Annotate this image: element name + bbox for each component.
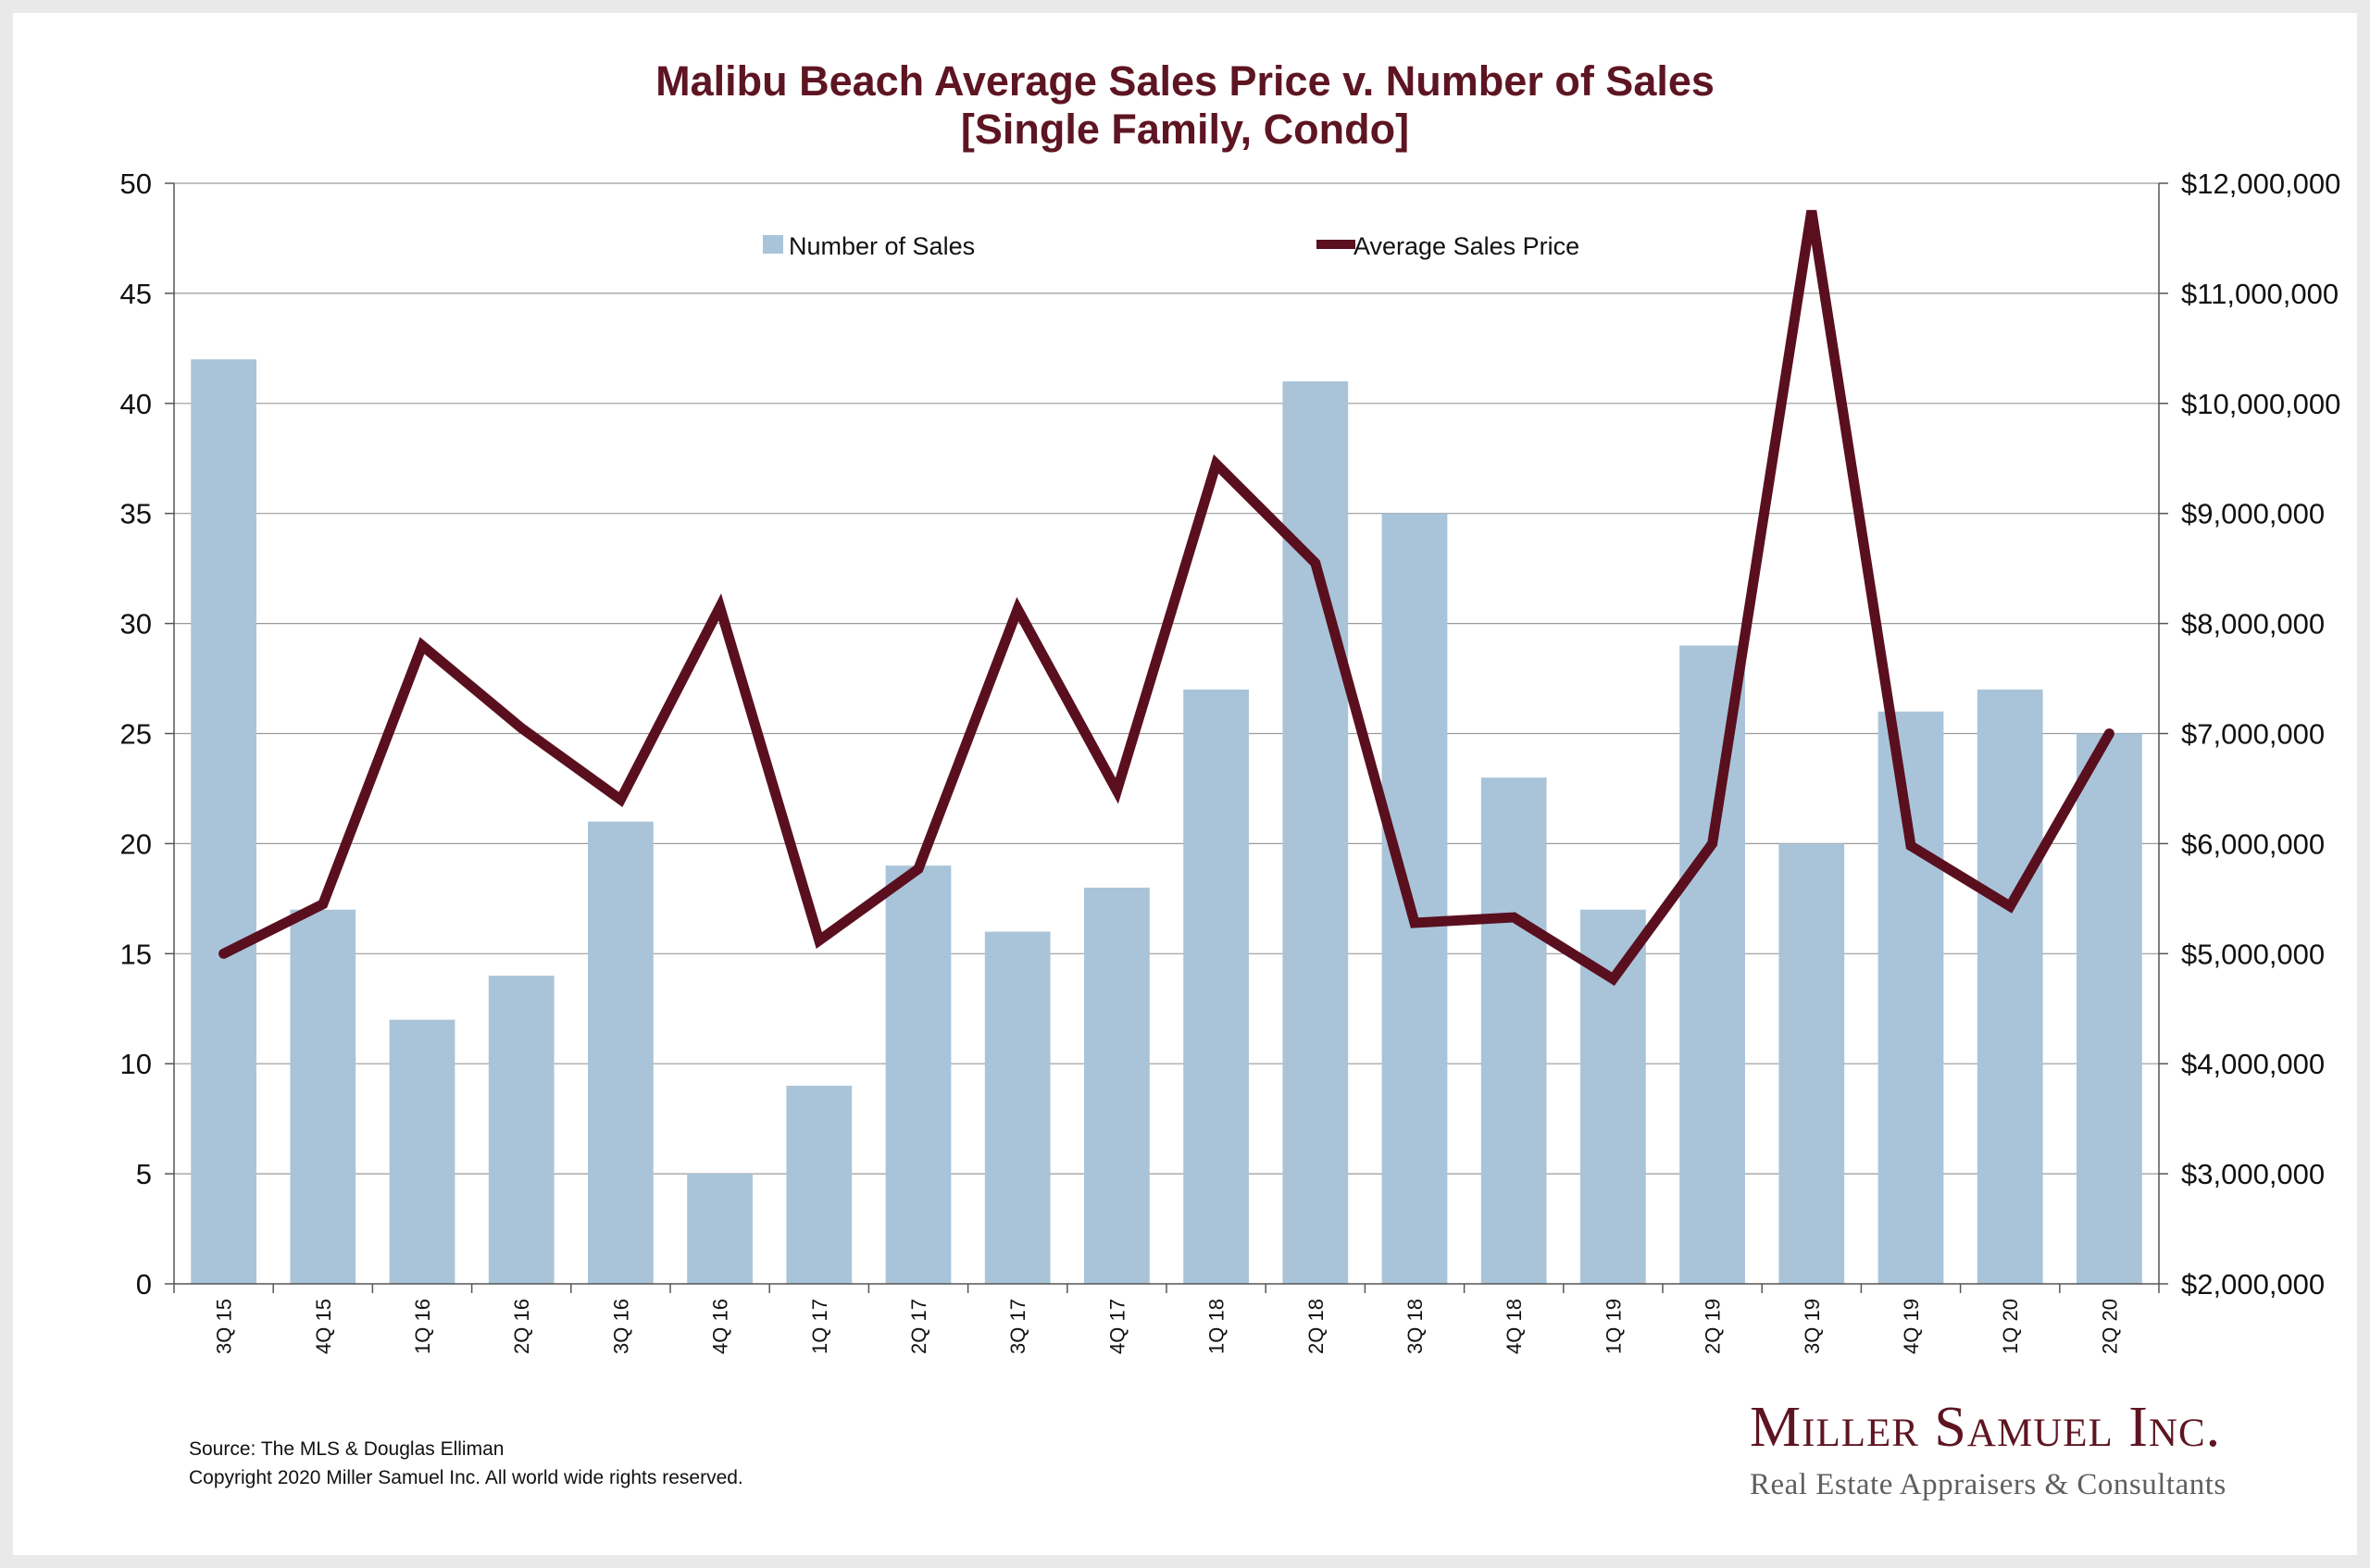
price-point-2q-16 <box>520 727 523 729</box>
company-logo: Miller Samuel Inc. Real Estate Appraiser… <box>1750 1398 2227 1502</box>
logo-tagline: Real Estate Appraisers & Consultants <box>1750 1468 2227 1501</box>
x-axis-tick-label: 3Q 19 <box>1801 1299 1824 1354</box>
bar-3q-17 <box>984 931 1051 1284</box>
bar-2q-19 <box>1679 645 1745 1284</box>
x-axis-tick-label: 2Q 18 <box>1304 1299 1328 1354</box>
price-point-4q-18 <box>1513 916 1516 919</box>
left-axis-tick-label: 30 <box>120 608 152 641</box>
bar-4q-19 <box>1877 711 1944 1284</box>
x-axis-tick-label: 3Q 15 <box>213 1299 236 1354</box>
chart-canvas: 0 5 10 15 20 25 30 35 40 45 50 $2,000,000 $3,000,000… <box>120 168 2341 1354</box>
x-axis-tick-label: 4Q 19 <box>1900 1299 1923 1354</box>
chart-subtitle: [Single Family, Condo] <box>960 106 1410 153</box>
bar-2q-16 <box>488 976 555 1284</box>
x-axis-tick-label: 2Q 20 <box>2098 1299 2121 1354</box>
x-axis-tick-label: 1Q 16 <box>411 1299 434 1354</box>
right-axis-tick-label: $7,000,000 <box>2181 718 2325 751</box>
price-point-4q-16 <box>718 605 721 608</box>
right-axis-tick-label: $8,000,000 <box>2181 608 2325 641</box>
source-text: Source: The MLS & Douglas Elliman <box>189 1438 505 1460</box>
left-axis-tick-label: 25 <box>120 718 152 751</box>
bar-3q-16 <box>588 821 654 1284</box>
price-point-3q-18 <box>1414 922 1416 925</box>
x-axis-tick-label: 1Q 18 <box>1205 1299 1229 1354</box>
price-point-2q-19 <box>1711 842 1714 845</box>
bar-4q-15 <box>290 909 356 1284</box>
right-axis-tick-label: $10,000,000 <box>2181 388 2340 420</box>
legend-label-average-sales-price: Average Sales Price <box>1353 232 1579 260</box>
price-point-1q-18 <box>1215 463 1217 466</box>
right-axis-tick-label: $2,000,000 <box>2181 1268 2325 1300</box>
bar-4q-17 <box>1084 887 1150 1284</box>
left-axis-tick-label: 40 <box>120 388 152 420</box>
x-axis-tick-label: 2Q 16 <box>510 1299 533 1354</box>
bar-3q-18 <box>1381 513 1448 1284</box>
bar-3q-15 <box>191 359 256 1284</box>
right-axis-tick-label: $9,000,000 <box>2181 498 2325 530</box>
x-axis-tick-label: 3Q 16 <box>609 1299 632 1354</box>
price-point-4q-15 <box>321 902 324 905</box>
legend-label-number-of-sales: Number of Sales <box>789 232 975 260</box>
x-axis-tick-label: 4Q 18 <box>1503 1299 1526 1354</box>
bar-1q-16 <box>389 1019 455 1284</box>
source-note: Source: The MLS & Douglas Elliman Copyri… <box>189 1435 743 1492</box>
x-axis-tick-label: 3Q 17 <box>1006 1299 1029 1354</box>
logo-name: Miller Samuel Inc. <box>1750 1396 2222 1459</box>
chart-frame: Malibu Beach Average Sales Price v. Numb… <box>13 13 2357 1555</box>
x-axis-tick-label: 1Q 19 <box>1602 1299 1625 1354</box>
right-axis-tick-label: $12,000,000 <box>2181 168 2340 200</box>
bar-2q-20 <box>2077 733 2142 1284</box>
price-point-3q-15 <box>222 952 225 955</box>
x-axis-tick-label: 1Q 20 <box>1999 1299 2022 1354</box>
bar-4q-18 <box>1480 778 1547 1284</box>
left-axis-tick-label: 50 <box>120 168 152 200</box>
price-point-1q-20 <box>2009 905 2012 908</box>
x-axis-tick-label: 2Q 19 <box>1702 1299 1725 1354</box>
x-axis-tick-label: 4Q 16 <box>709 1299 732 1354</box>
price-point-3q-19 <box>1810 209 1813 212</box>
x-axis-tick-label: 3Q 18 <box>1403 1299 1427 1354</box>
legend-swatch-number-of-sales <box>763 235 783 254</box>
price-point-2q-18 <box>1314 562 1316 565</box>
left-axis-tick-label: 0 <box>136 1268 152 1300</box>
price-point-4q-19 <box>1910 844 1912 847</box>
bar-2q-18 <box>1282 381 1349 1284</box>
right-axis-tick-label: $4,000,000 <box>2181 1048 2325 1080</box>
price-point-3q-17 <box>1017 608 1019 611</box>
price-point-2q-17 <box>917 867 919 870</box>
price-point-3q-16 <box>619 798 622 801</box>
price-point-1q-19 <box>1612 977 1615 980</box>
price-point-1q-16 <box>421 644 423 647</box>
bar-3q-19 <box>1778 843 1845 1284</box>
left-axis-tick-label: 45 <box>120 278 152 310</box>
right-axis-tick-label: $6,000,000 <box>2181 828 2325 860</box>
price-point-1q-17 <box>817 940 820 942</box>
x-axis-tick-label: 2Q 17 <box>907 1299 930 1354</box>
average-sales-price-line <box>218 209 2114 987</box>
x-axis-tick-label: 1Q 17 <box>808 1299 831 1354</box>
bar-1q-18 <box>1183 689 1249 1284</box>
left-axis-tick-label: 10 <box>120 1048 152 1080</box>
chart-title: Malibu Beach Average Sales Price v. Numb… <box>655 57 1715 105</box>
left-axis-tick-label: 15 <box>120 938 152 970</box>
copyright-text: Copyright 2020 Miller Samuel Inc. All wo… <box>189 1467 743 1488</box>
left-axis-tick-label: 20 <box>120 828 152 860</box>
x-axis-tick-label: 4Q 17 <box>1105 1299 1129 1354</box>
price-point-2q-20 <box>2108 732 2111 735</box>
left-axis-tick-label: 35 <box>120 498 152 530</box>
bar-2q-17 <box>885 865 952 1284</box>
x-axis-tick-label: 4Q 15 <box>312 1299 335 1354</box>
bar-1q-20 <box>1977 689 2043 1284</box>
left-axis-tick-label: 5 <box>136 1158 152 1190</box>
right-axis-tick-label: $5,000,000 <box>2181 938 2325 970</box>
right-axis-tick-label: $11,000,000 <box>2181 278 2339 310</box>
right-axis-tick-label: $3,000,000 <box>2181 1158 2325 1190</box>
bar-4q-16 <box>687 1174 753 1284</box>
bar-1q-17 <box>786 1085 853 1284</box>
price-point-4q-17 <box>1116 790 1118 792</box>
